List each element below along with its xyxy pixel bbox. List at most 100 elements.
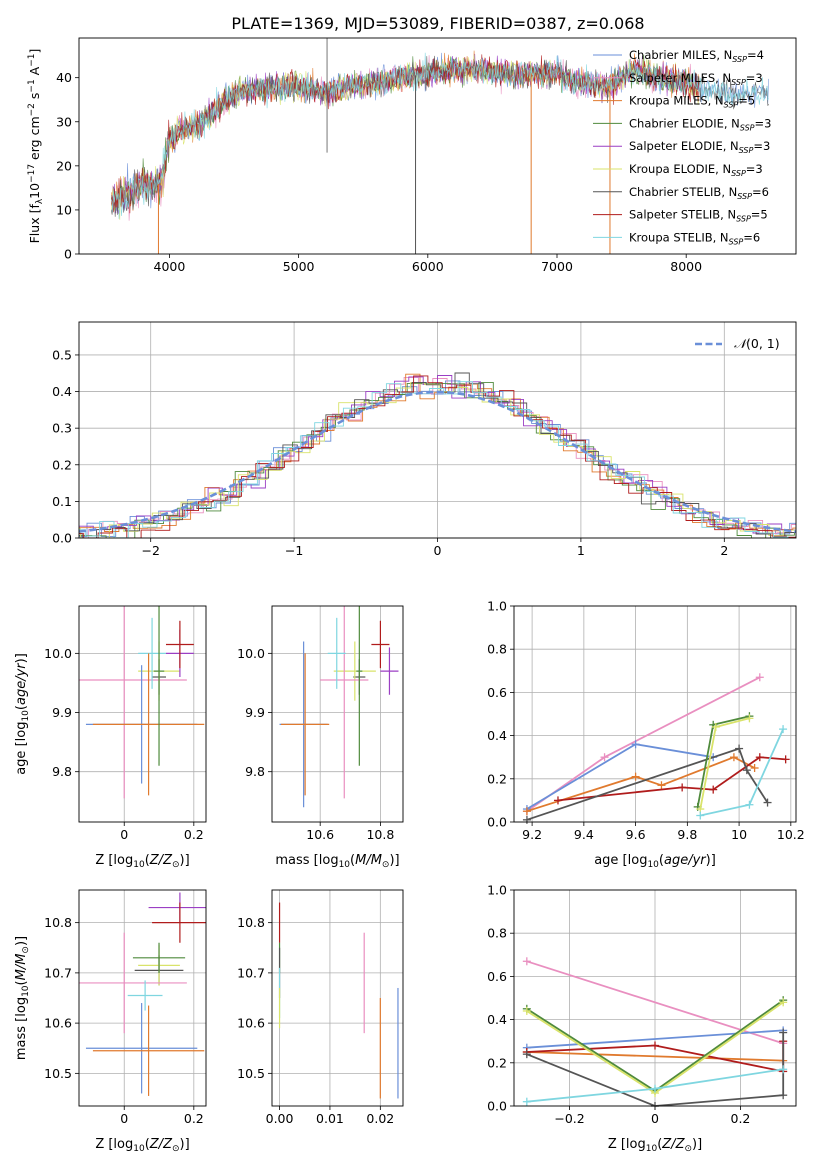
text-part: 10: [133, 860, 145, 870]
axes-frame: [271, 889, 404, 1107]
text-part: =3: [746, 162, 763, 176]
y-tick-label: 10: [56, 202, 72, 217]
legend-label: Kroupa ELODIE, NSSP=3: [629, 162, 763, 178]
text-part: SSP: [724, 101, 739, 110]
text-part: SSP: [737, 192, 752, 201]
text-part: SSP: [739, 146, 754, 155]
text-part: =3: [746, 71, 763, 85]
x-tick-label: −2: [141, 543, 159, 558]
y-tick-label: 0.8: [487, 642, 507, 657]
x-tick-label: 0.2: [184, 827, 204, 842]
text-part: 10: [21, 985, 31, 997]
text-part: )]: [180, 853, 190, 868]
text-part: SSP: [740, 123, 755, 132]
errorbar-point: [92, 653, 205, 796]
text-part: (: [350, 853, 355, 868]
spectrum-lines: [111, 38, 769, 254]
text-part: Salpeter STELIB, N: [629, 208, 736, 222]
text-part: (: [14, 705, 29, 710]
axes-frame: [271, 605, 404, 823]
x-tick-label: 10: [731, 827, 747, 842]
weight-series-line: [526, 1051, 784, 1062]
text-part: =3: [755, 116, 772, 130]
legend-label: 𝒩(0, 1): [734, 336, 780, 351]
y-tick-label: 10.0: [237, 646, 265, 661]
xlabel-label: mass [log10(M/M⊙)]: [275, 853, 399, 870]
weight-series-line: [526, 1032, 785, 1107]
errorbar-point: [333, 641, 376, 701]
y-tick-label: 0.4: [487, 1012, 507, 1027]
text-part: s: [27, 93, 42, 104]
y-tick-label: 10.6: [44, 1016, 72, 1031]
y-tick-label: 0: [64, 247, 72, 262]
y-tick-label: 10.7: [44, 965, 72, 980]
text-part: −2: [27, 103, 37, 116]
text-part: 10: [27, 183, 42, 199]
text-part: SSP: [731, 78, 746, 87]
x-tick-label: 0: [434, 543, 442, 558]
y-tick-label: 10.5: [44, 1066, 72, 1081]
y-tick-label: 10.0: [44, 646, 72, 661]
text-part: Chabrier STELIB, N: [629, 185, 737, 199]
ylabel-label: mass [log10(M/M⊙)]: [14, 936, 31, 1060]
xlabel-label: Z [log10(Z/Z⊙)]: [608, 1137, 702, 1154]
x-tick-label: 6000: [412, 259, 444, 274]
y-tick-label: 10.5: [237, 1066, 265, 1081]
x-tick-label: −0.2: [554, 1111, 584, 1126]
x-tick-label: 0: [120, 827, 128, 842]
error-bars: [79, 606, 205, 799]
errorbar-point: [138, 617, 166, 689]
x-tick-label: 8000: [670, 259, 702, 274]
x-tick-label: 7000: [541, 259, 573, 274]
xlabel-label: age [log10(age/yr)]: [594, 853, 716, 870]
y-tick-label: 0.0: [487, 815, 507, 830]
y-tick-label: 9.9: [52, 705, 72, 720]
ylabel-label: age [log10(age/yr)]: [14, 653, 31, 775]
text-part: Chabrier ELODIE, N: [629, 116, 740, 130]
text-part: ⊙: [172, 1144, 180, 1154]
text-part: age/yr: [14, 662, 29, 705]
x-tick-label: 5000: [283, 259, 315, 274]
ticks: 9.2 9.4 9.6 9.8 10 10.2 0.0 0.2 0.4 0.6 0.8 1.0: [487, 599, 805, 843]
axes-frame: [513, 889, 797, 1107]
text-part: −1: [27, 54, 37, 67]
y-tick-label: 20: [56, 158, 72, 173]
text-part: Z/Z: [149, 853, 173, 868]
y-tick-label: 0.0: [52, 531, 72, 546]
histogram-series: [79, 375, 796, 538]
y-tick-label: 0.6: [487, 969, 507, 984]
errorbar-point: [281, 653, 330, 796]
error-bars: [279, 606, 399, 808]
text-part: Z [log: [95, 853, 133, 868]
text-part: )]: [706, 853, 716, 868]
x-tick-label: 0.2: [184, 1111, 204, 1126]
x-tick-label: 0: [120, 1111, 128, 1126]
text-part: age [log: [594, 853, 647, 868]
spectrum-series-line: [111, 54, 700, 214]
xlabel-label: Z [log10(Z/Z⊙)]: [95, 1137, 189, 1154]
errorbar-point: [85, 1003, 198, 1094]
text-part: =5: [751, 208, 768, 222]
legend-label: Salpeter STELIB, NSSP=5: [629, 208, 768, 224]
errorbar-point: [79, 606, 187, 799]
errorbar-point: [165, 620, 194, 669]
text-part: (: [657, 1137, 662, 1152]
y-tick-label: 0.1: [52, 494, 72, 509]
text-part: =6: [743, 230, 760, 244]
text-part: Kroupa MILES, N: [629, 94, 724, 108]
text-part: Salpeter ELODIE, N: [629, 139, 739, 153]
text-part: 10: [339, 860, 351, 870]
text-part: )]: [14, 653, 29, 663]
error-bars: [79, 892, 206, 1096]
y-tick-label: 10.8: [237, 915, 265, 930]
y-tick-label: 0.3: [52, 421, 72, 436]
z-vs-age-panel: 0 0.29.89.910.0Z [log10(Z/Z⊙)]age [log10(…: [14, 605, 207, 870]
text-part: ⊙: [382, 860, 390, 870]
text-part: (0, 1): [746, 336, 780, 351]
text-part: )]: [389, 853, 399, 868]
text-part: 10: [21, 710, 31, 722]
text-part: Z [log: [95, 1137, 133, 1152]
y-axis-label: Flux [fλ10−17 erg cm−2 s−1 A−1]: [27, 49, 45, 244]
